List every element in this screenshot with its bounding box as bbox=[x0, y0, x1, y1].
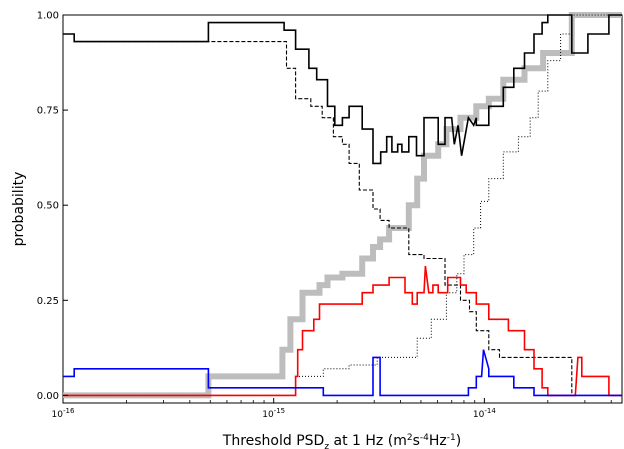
y-tick-label: 0.25 bbox=[37, 296, 59, 307]
ticks-layer: 0.00 0.25 0.50 0.75 1.00 10-16 10-15 10-14 bbox=[37, 11, 612, 420]
series-line-gray-thick bbox=[63, 12, 622, 399]
x-axis-label: Threshold PSDz at 1 Hz (m2s-4Hz-1) bbox=[222, 433, 461, 449]
y-tick-label: 0.75 bbox=[37, 106, 59, 117]
x-tick-label: 10-14 bbox=[473, 407, 496, 420]
y-tick-label: 1.00 bbox=[37, 11, 59, 22]
y-tick-label: 0.00 bbox=[37, 391, 59, 402]
plot-frame bbox=[62, 14, 623, 404]
series-line-red-solid bbox=[63, 265, 622, 397]
y-tick-label: 0.50 bbox=[37, 201, 59, 212]
series-line-black-dotted bbox=[63, 14, 622, 396]
series-line-black-dashed bbox=[63, 33, 622, 396]
x-tick-label: 10-15 bbox=[262, 407, 285, 420]
series-layer bbox=[63, 12, 622, 399]
series-line-black-solid bbox=[63, 14, 622, 165]
x-tick-label: 10-16 bbox=[52, 407, 75, 420]
y-axis-label: probability bbox=[11, 172, 27, 247]
series-line-blue-solid bbox=[63, 349, 622, 397]
plot-area: 0.00 0.25 0.50 0.75 1.00 10-16 10-15 10-14 bbox=[37, 11, 623, 420]
